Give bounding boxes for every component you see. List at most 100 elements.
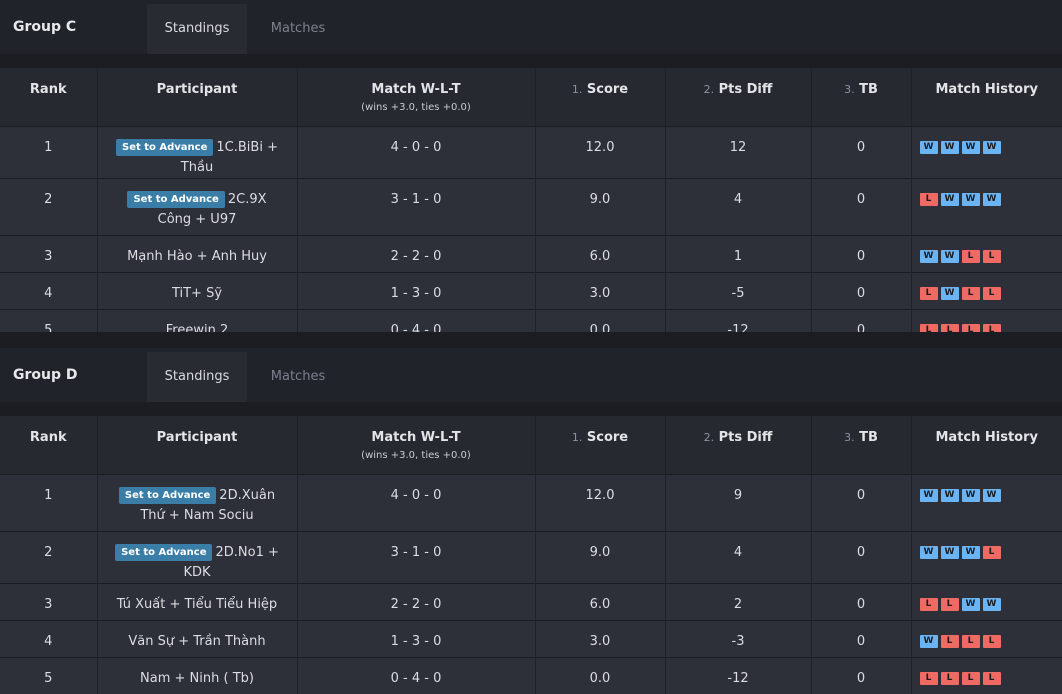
rank-cell: 3	[0, 234, 98, 272]
match-win-badge[interactable]: W	[919, 249, 938, 263]
tab-standings[interactable]: Standings	[147, 4, 247, 54]
rank-cell: 4	[0, 271, 98, 309]
participant-cell: Văn Sự + Trần Thành	[97, 619, 298, 657]
match-loss-badge[interactable]: L	[961, 634, 980, 648]
match-loss-badge[interactable]: L	[982, 634, 1001, 648]
col-header-pts-diff[interactable]: 2. Pts Diff	[665, 68, 812, 126]
match-win-badge[interactable]: W	[961, 488, 980, 502]
score-cell: 0.0	[535, 656, 666, 694]
match-win-badge[interactable]: W	[961, 545, 980, 559]
participant-name[interactable]: 2D.Xuân Thứ + Nam Sociu	[140, 487, 276, 523]
pts-diff-cell: 4	[665, 177, 812, 235]
match-loss-badge[interactable]: L	[940, 671, 959, 685]
tab-matches[interactable]: Matches	[270, 369, 326, 384]
pts-diff-cell: 2	[665, 582, 812, 620]
col-header-rank[interactable]: Rank	[0, 416, 98, 474]
participant-cell: Tú Xuất + Tiểu Tiểu Hiệp	[97, 582, 298, 620]
participant-name[interactable]: 2D.No1 + KDK	[183, 544, 279, 580]
table-row: 4 TiT+ Sỹ 1 - 3 - 0 3.0 -5 0 L W L L	[0, 271, 1062, 309]
match-win-badge[interactable]: W	[919, 140, 938, 154]
standings-table: Rank Participant Match W-L-T (wins +3.0, ti…	[0, 68, 1062, 346]
rank-cell: 1	[0, 125, 98, 178]
match-loss-badge[interactable]: L	[919, 671, 938, 685]
score-cell: 12.0	[535, 473, 666, 531]
participant-name[interactable]: TiT+ Sỹ	[171, 285, 223, 301]
match-loss-badge[interactable]: L	[919, 597, 938, 611]
match-win-badge[interactable]: W	[982, 140, 1001, 154]
match-loss-badge[interactable]: L	[919, 192, 938, 206]
tab-matches[interactable]: Matches	[270, 21, 326, 36]
wlt-cell: 0 - 4 - 0	[297, 656, 536, 694]
col-header-wlt[interactable]: Match W-L-T (wins +3.0, ties +0.0)	[297, 68, 536, 126]
participant-cell: Set to Advance 2C.9X Công + U97	[97, 177, 298, 235]
match-loss-badge[interactable]: L	[940, 634, 959, 648]
tab-standings[interactable]: Standings	[147, 352, 247, 402]
section-divider	[0, 332, 1062, 348]
col-header-pts-diff-order: 2.	[703, 83, 715, 96]
match-loss-badge[interactable]: L	[982, 545, 1001, 559]
match-win-badge[interactable]: W	[919, 545, 938, 559]
col-header-pts-diff[interactable]: 2. Pts Diff	[665, 416, 812, 474]
set-to-advance-button[interactable]: Set to Advance	[116, 138, 214, 156]
match-win-badge[interactable]: W	[940, 192, 959, 206]
set-to-advance-button[interactable]: Set to Advance	[118, 486, 217, 504]
participant-cell: Set to Advance 1C.BiBi + Thầu	[97, 125, 298, 178]
match-win-badge[interactable]: W	[940, 249, 959, 263]
col-header-wlt[interactable]: Match W-L-T (wins +3.0, ties +0.0)	[297, 416, 536, 474]
match-loss-badge[interactable]: L	[961, 671, 980, 685]
set-to-advance-button[interactable]: Set to Advance	[115, 543, 213, 561]
match-win-badge[interactable]: W	[940, 545, 959, 559]
score-cell: 9.0	[535, 177, 666, 235]
match-loss-badge[interactable]: L	[982, 671, 1001, 685]
tb-cell: 0	[811, 234, 912, 272]
participant-cell: Set to Advance 2D.Xuân Thứ + Nam Sociu	[97, 473, 298, 531]
participant-name[interactable]: Mạnh Hào + Anh Huy	[127, 248, 267, 264]
match-loss-badge[interactable]: L	[982, 249, 1001, 263]
tb-cell: 0	[811, 473, 912, 531]
wlt-cell: 3 - 1 - 0	[297, 530, 536, 583]
match-loss-badge[interactable]: L	[961, 249, 980, 263]
participant-name[interactable]: Nam + Ninh ( Tb)	[140, 670, 254, 686]
pts-diff-cell: 9	[665, 473, 812, 531]
col-header-participant[interactable]: Participant	[97, 68, 298, 126]
col-header-tb-label: TB	[859, 82, 878, 97]
table-row: 4 Văn Sự + Trần Thành 1 - 3 - 0 3.0 -3 0 W L L L	[0, 619, 1062, 657]
participant-name[interactable]: 1C.BiBi + Thầu	[180, 139, 278, 175]
match-win-badge[interactable]: W	[919, 488, 938, 502]
rank-cell: 2	[0, 530, 98, 583]
col-header-wlt-label: Match W-L-T	[371, 82, 461, 97]
match-win-badge[interactable]: W	[919, 634, 938, 648]
match-loss-badge[interactable]: L	[919, 286, 938, 300]
match-loss-badge[interactable]: L	[940, 597, 959, 611]
col-header-participant[interactable]: Participant	[97, 416, 298, 474]
score-cell: 3.0	[535, 619, 666, 657]
match-win-badge[interactable]: W	[982, 488, 1001, 502]
col-header-score[interactable]: 1. Score	[535, 416, 666, 474]
match-loss-badge[interactable]: L	[961, 286, 980, 300]
group-section: Group D Standings Matches Rank Participant Ma…	[0, 348, 1062, 694]
col-header-tb[interactable]: 3. TB	[811, 416, 912, 474]
table-row: 3 Mạnh Hào + Anh Huy 2 - 2 - 0 6.0 1 0 W W L L	[0, 234, 1062, 272]
participant-name[interactable]: Văn Sự + Trần Thành	[128, 633, 266, 649]
rank-cell: 4	[0, 619, 98, 657]
match-win-badge[interactable]: W	[940, 140, 959, 154]
group-title: Group C	[13, 19, 77, 35]
match-win-badge[interactable]: W	[982, 192, 1001, 206]
match-win-badge[interactable]: W	[940, 286, 959, 300]
set-to-advance-button[interactable]: Set to Advance	[127, 190, 225, 208]
match-win-badge[interactable]: W	[940, 488, 959, 502]
rank-cell: 3	[0, 582, 98, 620]
match-win-badge[interactable]: W	[982, 597, 1001, 611]
match-win-badge[interactable]: W	[961, 192, 980, 206]
col-header-tb[interactable]: 3. TB	[811, 68, 912, 126]
participant-name[interactable]: 2C.9X Công + U97	[157, 191, 267, 227]
match-win-badge[interactable]: W	[961, 140, 980, 154]
match-loss-badge[interactable]: L	[982, 286, 1001, 300]
match-win-badge[interactable]: W	[961, 597, 980, 611]
col-header-rank[interactable]: Rank	[0, 68, 98, 126]
col-header-score[interactable]: 1. Score	[535, 68, 666, 126]
group-title: Group D	[13, 367, 78, 383]
participant-name[interactable]: Tú Xuất + Tiểu Tiểu Hiệp	[116, 596, 278, 612]
table-row: 2 Set to Advance 2C.9X Công + U97 3 - 1 - 0…	[0, 177, 1062, 235]
